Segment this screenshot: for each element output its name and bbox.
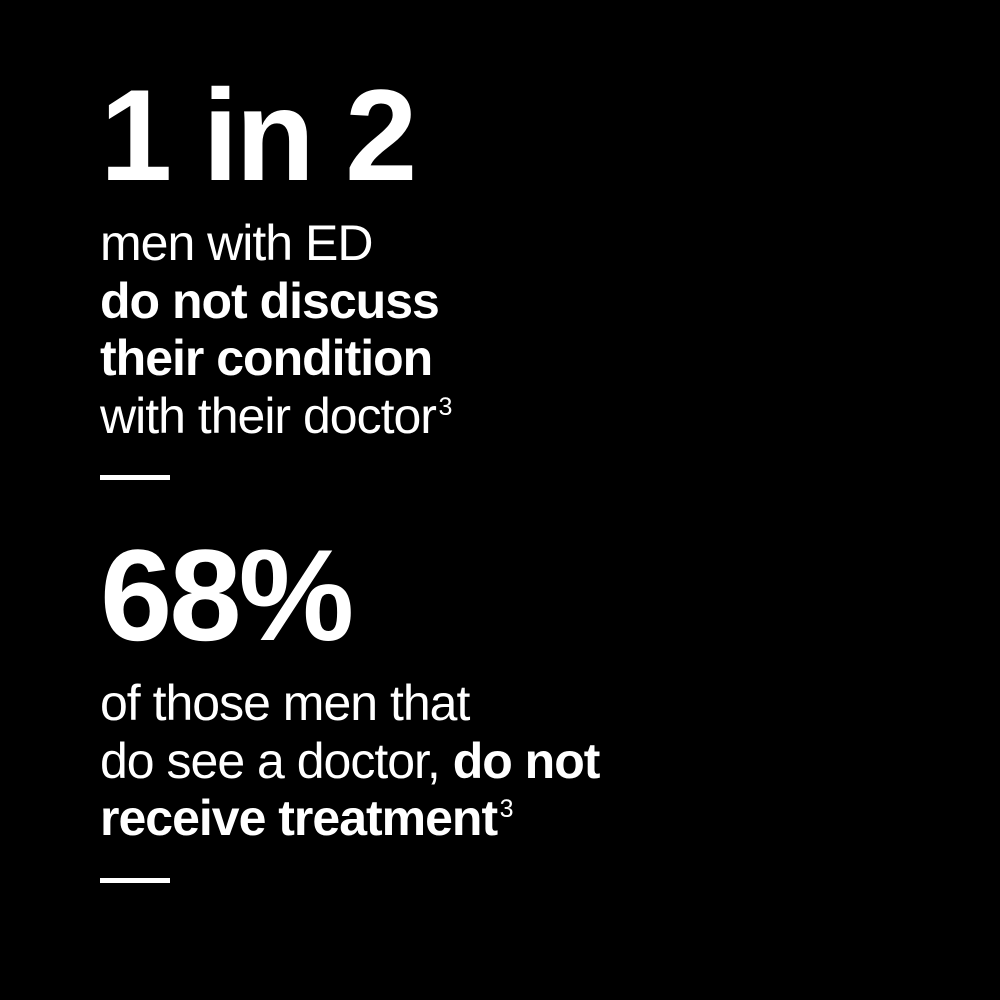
desc-text: with their doctor bbox=[100, 388, 436, 444]
desc-bold-text: do not discuss bbox=[100, 273, 439, 329]
desc-bold-text: do not bbox=[453, 733, 600, 789]
stat-block-2: 68% of those men that do see a doctor, d… bbox=[100, 530, 900, 883]
desc-bold-text: their condition bbox=[100, 330, 432, 386]
stat-description-2: of those men that do see a doctor, do no… bbox=[100, 675, 900, 848]
stat-headline-2: 68% bbox=[100, 530, 900, 660]
desc-text: of those men that bbox=[100, 675, 469, 731]
divider bbox=[100, 475, 170, 480]
citation-superscript: 3 bbox=[500, 795, 513, 823]
stat-description-1: men with ED do not discuss their conditi… bbox=[100, 215, 900, 445]
stat-block-1: 1 in 2 men with ED do not discuss their … bbox=[100, 70, 900, 480]
divider bbox=[100, 878, 170, 883]
citation-superscript: 3 bbox=[438, 393, 451, 421]
desc-text: do see a doctor, bbox=[100, 733, 453, 789]
desc-text: men with ED bbox=[100, 215, 372, 271]
stat-headline-1: 1 in 2 bbox=[100, 70, 900, 200]
desc-bold-text: receive treatment bbox=[100, 790, 497, 846]
